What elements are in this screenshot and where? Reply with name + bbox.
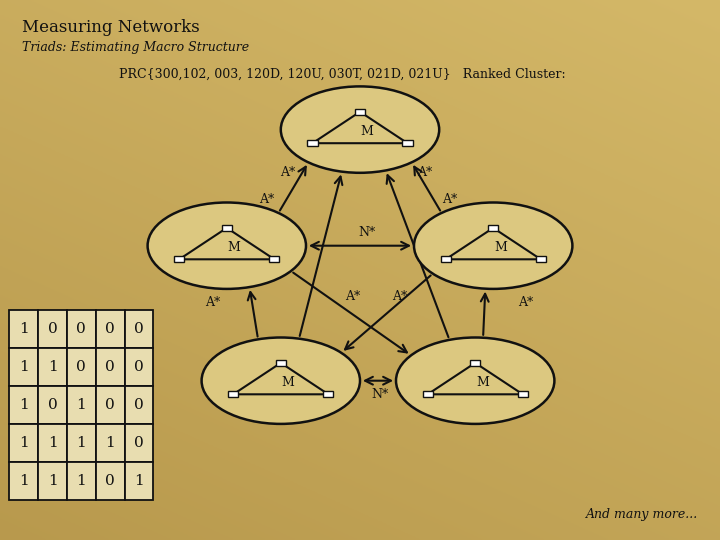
Bar (67, 424, 96, 462)
Bar (67, 310, 96, 348)
Bar (96, 310, 125, 348)
Bar (9, 386, 38, 424)
Polygon shape (446, 228, 541, 259)
Ellipse shape (414, 202, 572, 289)
Text: A*: A* (442, 193, 458, 206)
Text: 1: 1 (19, 322, 29, 336)
Bar (96, 462, 125, 500)
Bar (125, 348, 153, 386)
Text: And many more...: And many more... (586, 508, 698, 521)
Ellipse shape (396, 338, 554, 424)
Bar (9, 424, 38, 462)
Bar (67, 348, 96, 386)
Text: 0: 0 (134, 398, 144, 412)
FancyBboxPatch shape (423, 391, 433, 397)
Bar (9, 310, 38, 348)
Text: N*: N* (359, 226, 376, 239)
Text: 0: 0 (48, 322, 58, 336)
Text: 1: 1 (105, 436, 115, 450)
Bar (38, 386, 67, 424)
Text: 0: 0 (134, 436, 144, 450)
Bar (38, 462, 67, 500)
Bar (96, 424, 125, 462)
Text: 0: 0 (76, 360, 86, 374)
FancyBboxPatch shape (307, 140, 318, 146)
FancyBboxPatch shape (174, 256, 184, 262)
Bar (9, 462, 38, 500)
Bar (125, 424, 153, 462)
Ellipse shape (202, 338, 360, 424)
FancyBboxPatch shape (323, 391, 333, 397)
FancyBboxPatch shape (402, 140, 413, 146)
Text: 1: 1 (19, 360, 29, 374)
Text: A*: A* (204, 296, 220, 309)
Text: 1: 1 (19, 398, 29, 412)
Text: Measuring Networks: Measuring Networks (22, 19, 199, 36)
Text: 1: 1 (76, 436, 86, 450)
Text: A*: A* (258, 193, 274, 206)
Text: PRC{300,102, 003, 120D, 120U, 030T, 021D, 021U}   Ranked Cluster:: PRC{300,102, 003, 120D, 120U, 030T, 021D… (119, 68, 565, 80)
Text: 1: 1 (48, 436, 58, 450)
Text: 1: 1 (48, 474, 58, 488)
Text: 0: 0 (105, 474, 115, 488)
FancyBboxPatch shape (355, 109, 365, 115)
Bar (125, 386, 153, 424)
FancyBboxPatch shape (441, 256, 451, 262)
Text: N*: N* (372, 388, 389, 401)
Bar (38, 348, 67, 386)
Bar (38, 310, 67, 348)
Text: 1: 1 (76, 474, 86, 488)
Text: 1: 1 (19, 436, 29, 450)
Text: 0: 0 (105, 398, 115, 412)
Bar (96, 348, 125, 386)
Ellipse shape (281, 86, 439, 173)
Bar (38, 424, 67, 462)
FancyBboxPatch shape (470, 360, 480, 366)
Bar (67, 386, 96, 424)
Text: 0: 0 (48, 398, 58, 412)
Bar (125, 462, 153, 500)
Text: 0: 0 (76, 322, 86, 336)
Text: A*: A* (280, 166, 296, 179)
FancyBboxPatch shape (228, 391, 238, 397)
Text: 1: 1 (19, 474, 29, 488)
Polygon shape (312, 112, 408, 143)
FancyBboxPatch shape (488, 225, 498, 231)
Text: 1: 1 (76, 398, 86, 412)
Text: M: M (282, 376, 294, 389)
Text: 1: 1 (48, 360, 58, 374)
Text: 1: 1 (134, 474, 144, 488)
Text: A*: A* (392, 291, 408, 303)
Bar (67, 462, 96, 500)
Text: M: M (476, 376, 489, 389)
Text: A*: A* (417, 166, 433, 179)
Polygon shape (233, 363, 328, 394)
Text: 0: 0 (105, 360, 115, 374)
Text: M: M (494, 241, 507, 254)
Bar (9, 348, 38, 386)
Ellipse shape (148, 202, 306, 289)
FancyBboxPatch shape (518, 391, 528, 397)
Text: M: M (228, 241, 240, 254)
Text: A*: A* (518, 296, 534, 309)
Text: 0: 0 (105, 322, 115, 336)
Text: 0: 0 (134, 322, 144, 336)
Text: 0: 0 (134, 360, 144, 374)
Text: A*: A* (345, 291, 361, 303)
Polygon shape (428, 363, 523, 394)
FancyBboxPatch shape (276, 360, 286, 366)
Text: Triads: Estimating Macro Structure: Triads: Estimating Macro Structure (22, 40, 248, 53)
Bar (96, 386, 125, 424)
Polygon shape (179, 228, 274, 259)
Text: M: M (361, 125, 374, 138)
Bar (125, 310, 153, 348)
FancyBboxPatch shape (269, 256, 279, 262)
FancyBboxPatch shape (536, 256, 546, 262)
FancyBboxPatch shape (222, 225, 232, 231)
